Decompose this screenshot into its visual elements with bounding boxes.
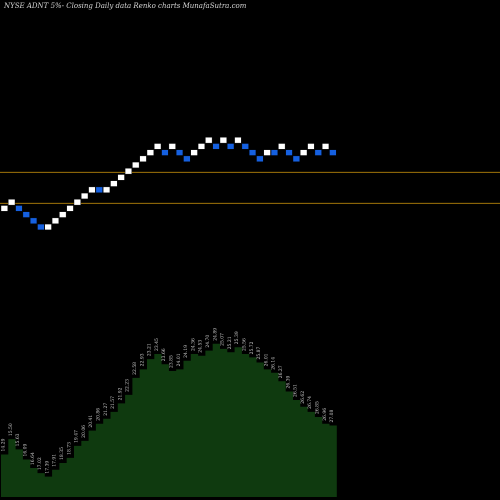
volume-label: 20.86 [96, 408, 102, 421]
renko-brick-up [146, 149, 154, 156]
renko-brick-down [161, 149, 169, 156]
renko-brick-down [314, 149, 322, 156]
renko-brick-up [102, 186, 111, 193]
renko-brick-up [117, 174, 125, 181]
volume-label: 25.07 [220, 333, 226, 346]
volume-label: 24.53 [198, 340, 204, 353]
volume-label: 17.02 [37, 457, 43, 470]
volume-label: 26.39 [285, 375, 291, 388]
renko-brick-up [81, 192, 89, 200]
volume-label: 26.27 [278, 365, 284, 378]
renko-brick-down [329, 149, 337, 156]
renko-brick-up [124, 168, 132, 175]
renko-brick-down [227, 143, 235, 150]
volume-label: 22.23 [125, 379, 131, 392]
volume-label: 24.89 [212, 328, 218, 341]
volume-label: 21.92 [117, 387, 123, 400]
volume-label: 15.63 [15, 433, 21, 446]
volume-label: 18.73 [66, 442, 72, 455]
renko-brick-up [0, 205, 8, 212]
volume-label: 15.50 [8, 423, 14, 436]
renko-brick-up [234, 137, 242, 144]
renko-brick-down [15, 205, 23, 212]
renko-brick-up [300, 149, 308, 156]
renko-brick-down [30, 217, 38, 224]
renko-brick-down [256, 155, 264, 162]
renko-brick-up [168, 143, 176, 150]
volume-label: 26.74 [307, 396, 313, 409]
volume-label: 16.64 [30, 452, 36, 465]
volume-label: 21.27 [103, 403, 109, 416]
volume-label: 24.36 [190, 338, 196, 351]
volume-label: 26.62 [300, 391, 306, 404]
renko-brick-up [197, 143, 206, 150]
renko-brick-up [73, 199, 81, 206]
renko-brick-up [154, 143, 162, 150]
volume-label: 17.91 [52, 454, 58, 467]
renko-brick-up [44, 223, 52, 231]
renko-brick-up [263, 149, 271, 156]
volume-label: 22.58 [132, 362, 138, 375]
volume-label: 24.19 [183, 345, 189, 358]
volume-label: 18.35 [59, 447, 65, 460]
volume-label: 20.41 [88, 415, 94, 428]
volume-label: 25.39 [234, 331, 240, 344]
volume-label: 26.96 [322, 408, 328, 421]
volume-label: 25.21 [227, 336, 233, 349]
volume-label: 25.72 [249, 341, 255, 354]
volume-label: 25.87 [256, 346, 262, 359]
renko-brick-down [292, 155, 300, 162]
renko-brick-up [205, 137, 213, 144]
renko-brick-down [248, 149, 257, 156]
renko-brick-up [8, 199, 16, 206]
renko-brick-up [51, 217, 59, 224]
renko-brick-up [139, 155, 147, 162]
volume-label: 22.93 [139, 353, 145, 366]
renko-brick-down [175, 149, 184, 156]
renko-brick-up [59, 211, 67, 218]
renko-brick-down [37, 223, 45, 231]
volume-label: 23.21 [147, 343, 153, 356]
volume-label: 14.29 [1, 438, 7, 451]
renko-brick-down [270, 149, 279, 156]
volume-label: 26.85 [315, 401, 321, 414]
volume-label: 26.01 [263, 353, 269, 366]
volume-label: 16.09 [23, 444, 29, 457]
renko-brick-up [66, 205, 74, 212]
volume-label: 23.66 [161, 348, 167, 361]
renko-brick-up [219, 137, 227, 144]
volume-label: 24.01 [176, 353, 182, 366]
renko-brick-down [241, 143, 249, 150]
renko-brick-down [22, 211, 30, 218]
volume-label: 20.06 [81, 425, 87, 438]
volume-label: 26.14 [271, 357, 277, 370]
renko-brick-up [278, 143, 286, 150]
volume-label: 25.56 [242, 338, 248, 351]
volume-label: 23.45 [154, 338, 160, 351]
renko-brick-down [95, 186, 103, 193]
renko-brick-down [183, 155, 191, 162]
chart-title: NYSE ADNT 5%- Closing Daily data Renko c… [4, 2, 247, 10]
volume-label: 26.51 [293, 384, 299, 397]
renko-brick-up [88, 186, 96, 193]
volume-label: 19.47 [74, 430, 80, 443]
renko-brick-up [132, 161, 140, 169]
volume-label: 24.70 [205, 335, 211, 348]
volume-label: 27.08 [329, 409, 335, 422]
volume-label: 23.85 [169, 355, 175, 368]
volume-area [1, 343, 337, 497]
volume-label: 21.57 [110, 396, 116, 409]
renko-brick-up [307, 143, 315, 150]
volume-label: 17.39 [44, 461, 50, 474]
renko-brick-up [190, 149, 198, 156]
renko-brick-down [212, 143, 220, 150]
renko-brick-up [322, 143, 330, 150]
renko-brick-down [285, 149, 293, 156]
renko-brick-up [110, 180, 118, 187]
